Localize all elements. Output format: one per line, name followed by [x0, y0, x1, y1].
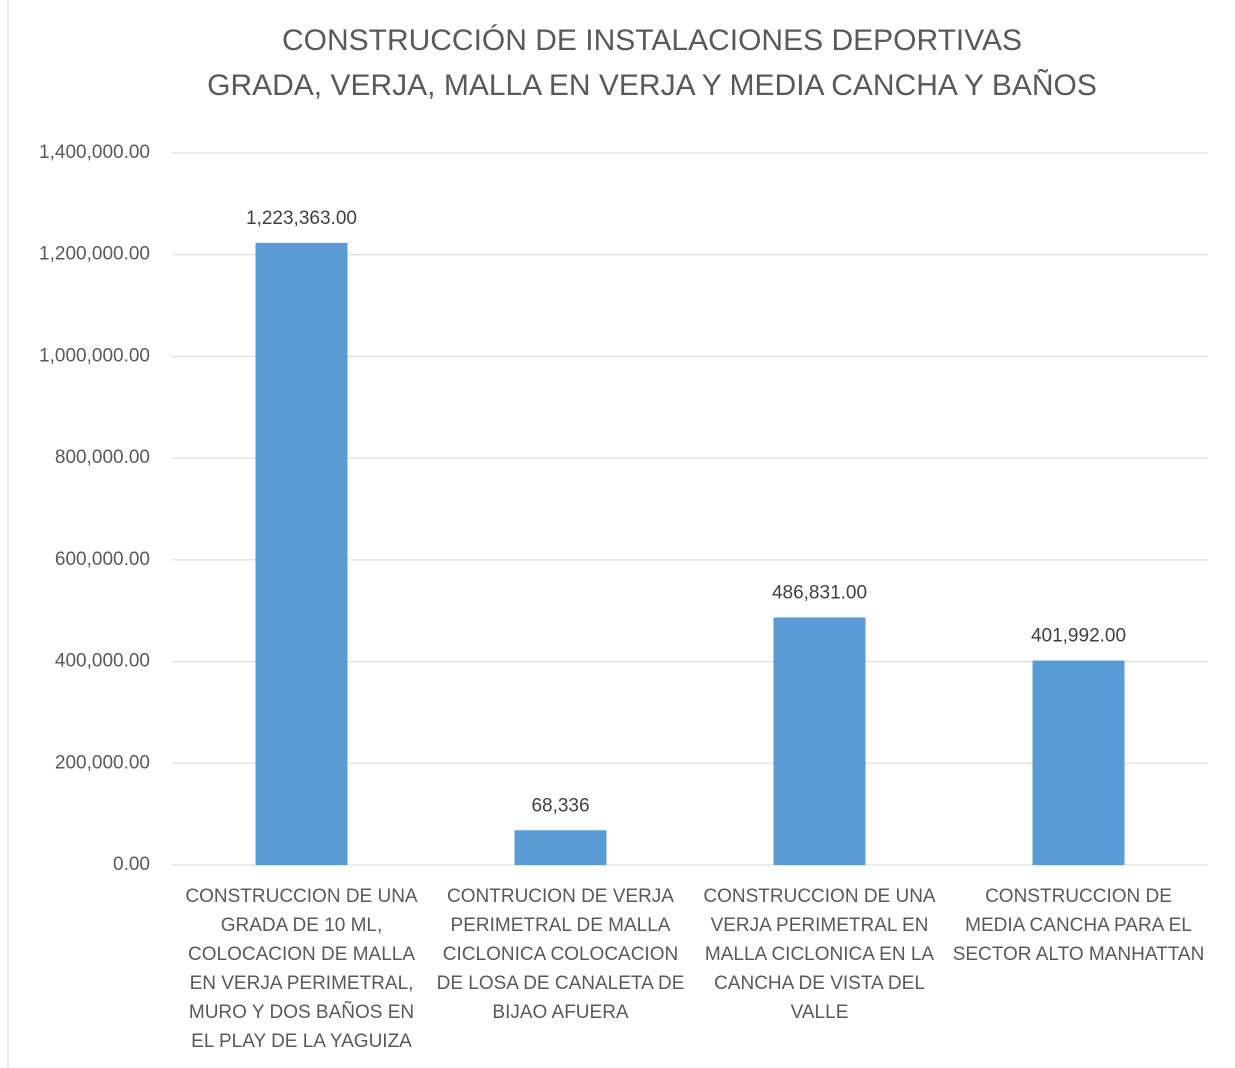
- chart-title: CONSTRUCCIÓN DE INSTALACIONES DEPORTIVAS: [282, 24, 1022, 57]
- x-tick-label: CONSTRUCCION DE UNA VERJA PERIMETRAL EN …: [703, 886, 936, 1023]
- x-tick-label: CONSTRUCCION DE MEDIA CANCHA PARA EL SEC…: [952, 886, 1205, 965]
- value-label: 68,336: [531, 795, 589, 816]
- bar: [255, 242, 348, 866]
- y-tick-label: 1,000,000.00: [39, 345, 150, 366]
- y-tick-label: 1,200,000.00: [39, 244, 150, 265]
- chart-subtitle: GRADA, VERJA, MALLA EN VERJA Y MEDIA CAN…: [207, 68, 1097, 102]
- y-tick-label: 800,000.00: [55, 447, 150, 468]
- y-tick-label: 600,000.00: [55, 549, 150, 570]
- value-label: 486,831.00: [772, 582, 867, 603]
- bar: [773, 617, 866, 865]
- y-tick-label: 200,000.00: [55, 752, 150, 773]
- y-tick-label: 0.00: [113, 854, 150, 875]
- y-tick-label: 400,000.00: [55, 651, 150, 672]
- x-tick-label: CONSTRUCCION DE UNA GRADA DE 10 ML, COLO…: [185, 886, 418, 1052]
- bar: [514, 830, 607, 865]
- y-tick-label: 1,400,000.00: [39, 142, 150, 163]
- value-label: 401,992.00: [1031, 626, 1126, 647]
- x-tick-label: CONTRUCION DE VERJA PERIMETRAL DE MALLA …: [436, 886, 685, 1023]
- bar: [1032, 660, 1125, 865]
- value-label: 1,223,363.00: [246, 208, 357, 229]
